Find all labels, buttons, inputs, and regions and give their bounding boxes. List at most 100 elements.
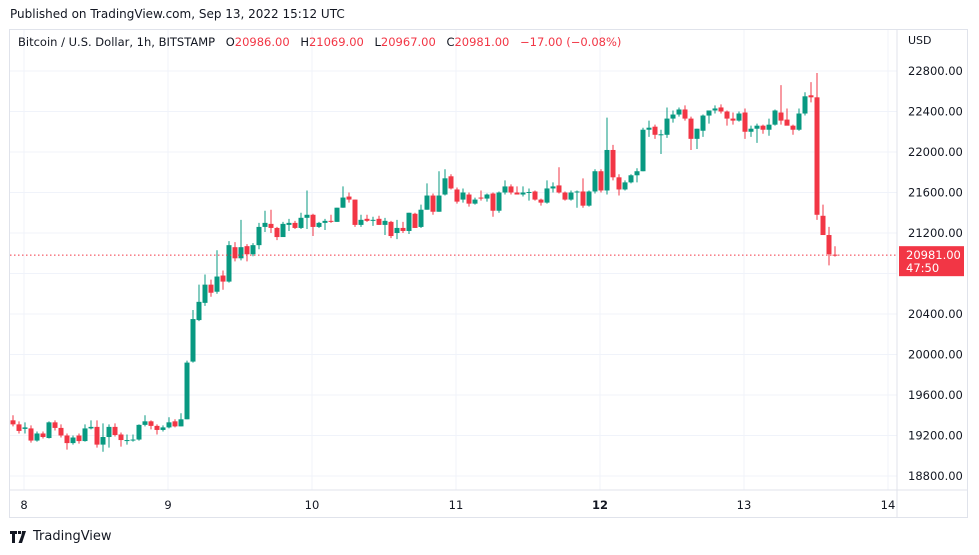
candle-down	[778, 112, 784, 121]
candle-up	[382, 220, 388, 225]
candle-down	[10, 420, 16, 425]
candle-up	[772, 110, 778, 125]
candle-up	[82, 428, 88, 442]
candle-down	[556, 185, 562, 193]
candle-up	[286, 222, 292, 225]
y-tick-label: 21600.00	[908, 186, 963, 200]
candle-down	[784, 119, 790, 126]
candle-down	[478, 197, 484, 199]
ohlc-legend: Bitcoin / U.S. Dollar, 1h, BITSTAMP O209…	[18, 35, 621, 49]
candle-up	[550, 186, 556, 189]
candle-down	[814, 97, 820, 215]
candle-up	[370, 219, 376, 221]
open-label: O	[225, 35, 235, 49]
candle-down	[454, 189, 460, 202]
candle-up	[634, 171, 640, 176]
candle-down	[466, 194, 472, 204]
x-tick-label: 14	[881, 498, 896, 512]
candle-up	[394, 227, 400, 233]
candle-up	[334, 207, 340, 222]
candle-up	[472, 199, 478, 204]
candle-down	[808, 95, 814, 98]
candle-up	[592, 171, 598, 192]
y-tick-label: 20400.00	[908, 307, 963, 321]
candle-up	[142, 421, 148, 425]
candle-down	[598, 171, 604, 191]
brand-name: TradingView	[33, 529, 112, 544]
candle-down	[532, 191, 538, 200]
y-tick-label: 20000.00	[908, 348, 963, 362]
candle-up	[262, 222, 268, 227]
candle-up	[658, 134, 664, 136]
candle-up	[130, 439, 136, 441]
candle-up	[250, 245, 256, 255]
y-tick-label: 19600.00	[908, 388, 963, 402]
y-tick-label: 19200.00	[908, 429, 963, 443]
candle-down	[616, 177, 622, 190]
candle-up	[106, 426, 112, 438]
tradingview-brand[interactable]: TradingView	[10, 529, 112, 544]
candle-up	[22, 427, 28, 429]
change-value: −17.00 (−0.08%)	[520, 35, 622, 49]
candle-up	[802, 96, 808, 114]
candle-down	[94, 426, 100, 445]
candle-up	[160, 427, 166, 430]
candle-up	[70, 437, 76, 444]
candle-up	[646, 127, 652, 130]
x-tick-label: 12	[592, 498, 608, 512]
candle-up	[484, 194, 490, 199]
candle-up	[136, 424, 142, 440]
candle-down	[112, 426, 118, 435]
candle-up	[238, 247, 244, 259]
candle-down	[448, 176, 454, 189]
candle-up	[280, 223, 286, 238]
candle-up	[706, 110, 712, 116]
candle-up	[322, 220, 328, 223]
candle-up	[670, 114, 676, 119]
candle-up	[754, 125, 760, 129]
candle-down	[172, 421, 178, 427]
published-caption: Published on TradingView.com, Sep 13, 20…	[10, 7, 345, 21]
low-label: L	[374, 35, 381, 49]
candle-up	[442, 178, 448, 195]
candle-up	[202, 284, 208, 303]
open-value: 20986.00	[234, 35, 290, 49]
candle-down	[208, 284, 214, 293]
x-tick-label: 10	[305, 498, 320, 512]
candle-down	[430, 195, 436, 212]
candle-up	[184, 362, 190, 420]
candle-down	[220, 275, 226, 282]
candle-up	[712, 108, 718, 111]
close-value: 20981.00	[454, 35, 510, 49]
candle-down	[148, 421, 154, 426]
bar-countdown-label: 47:50	[906, 261, 939, 275]
candle-up	[460, 192, 466, 200]
candle-down	[790, 125, 796, 130]
candle-down	[508, 186, 514, 193]
candle-up	[34, 433, 40, 441]
candle-up	[586, 191, 592, 206]
candle-down	[376, 218, 382, 225]
x-tick-label: 9	[164, 498, 171, 512]
candle-up	[418, 209, 424, 227]
grid	[10, 30, 897, 490]
candle-down	[310, 214, 316, 227]
candle-down	[328, 220, 334, 222]
y-tick-label: 21200.00	[908, 226, 963, 240]
candle-up	[304, 214, 310, 218]
candle-down	[364, 218, 370, 221]
candle-down	[718, 107, 724, 112]
candle-down	[244, 246, 250, 255]
candle-up	[46, 422, 52, 439]
candle-up	[340, 197, 346, 208]
y-tick-label: 18800.00	[908, 469, 963, 483]
candle-up	[196, 301, 202, 321]
symbol-title[interactable]: Bitcoin / U.S. Dollar, 1h, BITSTAMP	[18, 35, 216, 49]
tradingview-logo-icon	[10, 530, 26, 543]
candle-down	[118, 434, 124, 441]
candle-up	[700, 115, 706, 131]
candle-up	[502, 186, 508, 193]
candle-up	[178, 419, 184, 427]
candle-up	[640, 129, 646, 172]
